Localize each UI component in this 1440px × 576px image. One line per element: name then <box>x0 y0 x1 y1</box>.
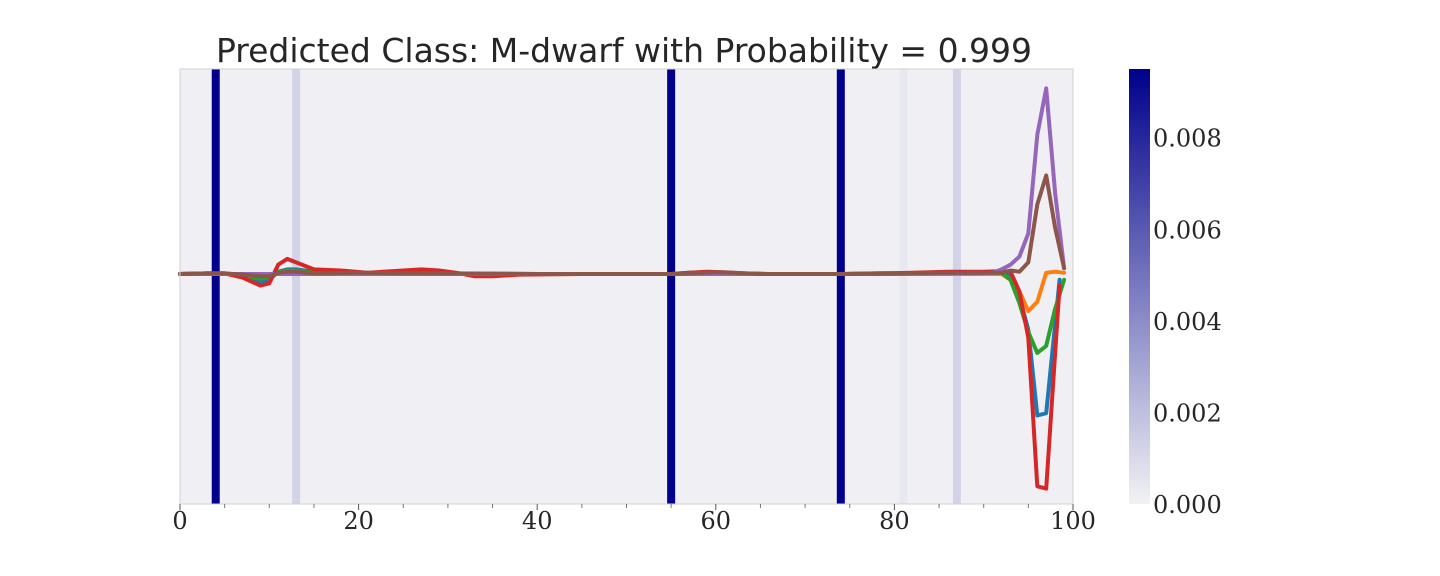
x-tick-label: 20 <box>343 507 374 535</box>
attribution-bands <box>211 69 961 504</box>
x-axis: 0 20 40 60 80 100 <box>172 504 1096 535</box>
attribution-band <box>899 69 908 504</box>
colorbar-tick-label: 0.002 <box>1153 399 1222 427</box>
colorbar-tick-label: 0.008 <box>1153 125 1222 153</box>
colorbar <box>1129 69 1150 504</box>
x-tick-label: 60 <box>701 507 732 535</box>
colorbar-axis: 0.000 0.002 0.004 0.006 0.008 <box>1153 125 1222 519</box>
series-lines <box>178 86 1067 491</box>
colorbar-tick-label: 0.004 <box>1153 308 1222 336</box>
attribution-band <box>836 69 845 504</box>
attribution-band <box>292 69 301 504</box>
colorbar-tick-label: 0.000 <box>1153 491 1222 519</box>
attribution-band <box>211 69 220 504</box>
chart-title: Predicted Class: M-dwarf with Probabilit… <box>216 31 1032 70</box>
attribution-band <box>667 69 676 504</box>
x-tick-label: 80 <box>879 507 910 535</box>
colorbar-tick-label: 0.006 <box>1153 216 1222 244</box>
series-line <box>178 173 1067 279</box>
x-tick-label: 0 <box>172 507 187 535</box>
attribution-band <box>952 69 961 504</box>
x-tick-label: 40 <box>522 507 553 535</box>
plot-background <box>180 69 1073 504</box>
x-tick-label: 100 <box>1050 507 1096 535</box>
